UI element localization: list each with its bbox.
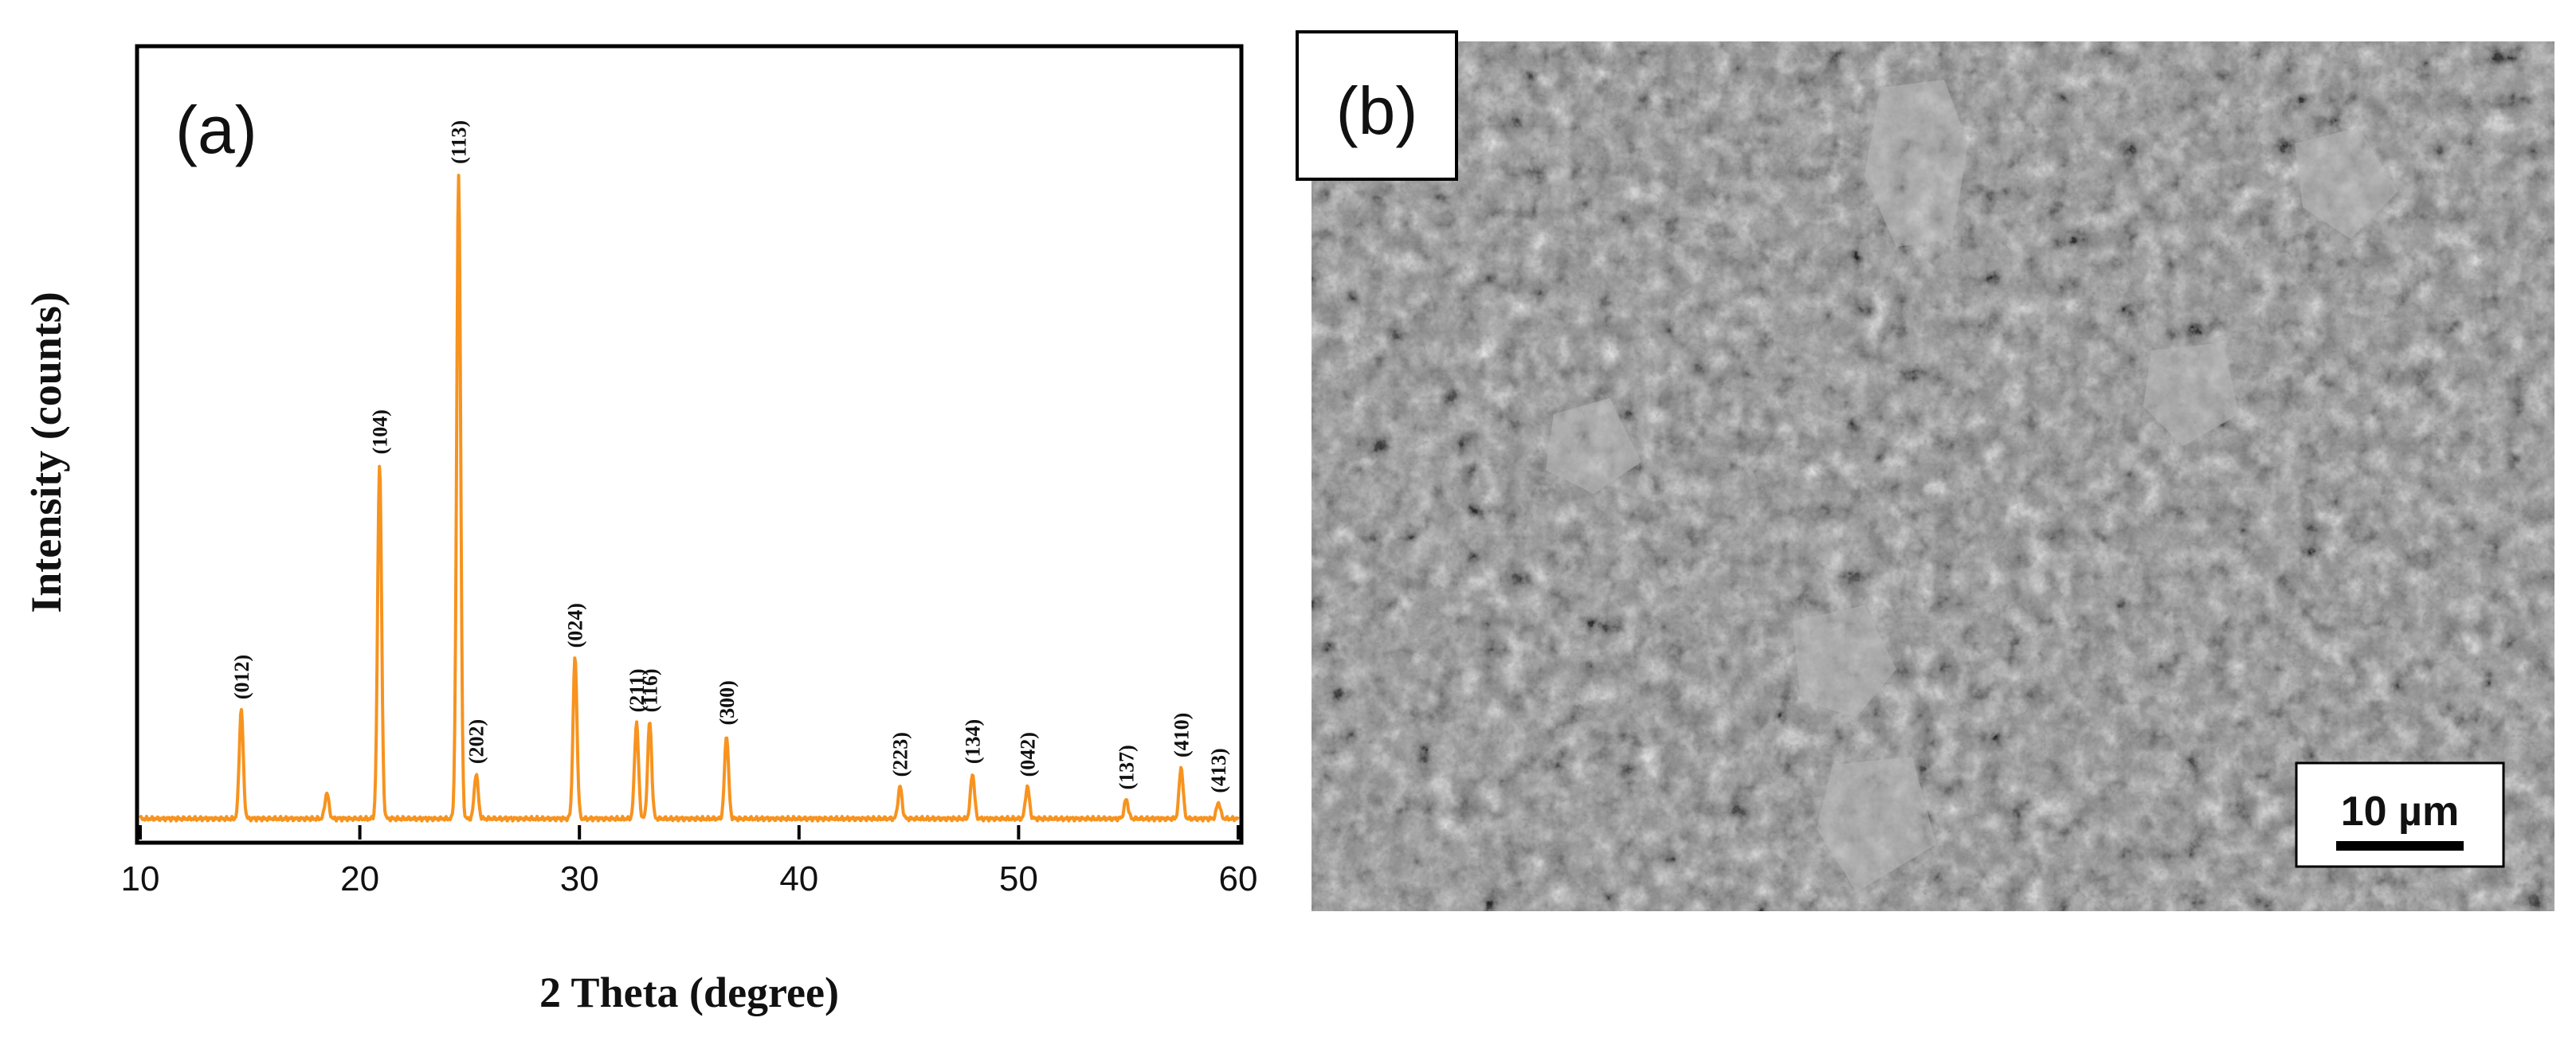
- x-axis-ticks: [139, 825, 1240, 840]
- peak-label: (410): [1170, 713, 1193, 757]
- x-axis-title: 2 Theta (degree): [539, 969, 839, 1016]
- peak-label: (137): [1115, 745, 1138, 789]
- peak-label: (012): [230, 655, 253, 699]
- sem-image-panel: (b) 10 µm: [1296, 30, 2554, 911]
- peak-label: (300): [716, 680, 739, 725]
- peak-label: (104): [368, 409, 391, 454]
- panel-a-tag: (a): [175, 92, 257, 167]
- x-tick-label: 10: [121, 859, 160, 898]
- peak-label: (024): [564, 603, 587, 648]
- sem-particles: [1546, 80, 2398, 892]
- x-tick-label: 40: [779, 859, 818, 898]
- x-tick-label: 60: [1219, 859, 1258, 898]
- peak-label: (202): [465, 719, 488, 764]
- x-tick-label: 20: [340, 859, 379, 898]
- x-tick-label: 50: [999, 859, 1038, 898]
- peak-label: (211): [625, 669, 649, 713]
- peak-label: (223): [889, 732, 912, 777]
- panel-b-tag: (b): [1336, 73, 1418, 148]
- peak-label: (113): [448, 120, 471, 164]
- peak-label: (134): [962, 719, 985, 764]
- y-axis-title: Intensity (counts): [22, 292, 70, 613]
- scale-bar: [2336, 841, 2464, 851]
- scale-bar-label: 10 µm: [2341, 789, 2459, 835]
- x-tick-label: 30: [560, 859, 599, 898]
- panel-b-tag-box: [1296, 30, 1458, 181]
- peak-label: (413): [1207, 748, 1230, 793]
- xrd-chart: 10 20 30 40 50 60 (012) (104) (113) (202) (024) (2…: [22, 44, 1258, 1016]
- peak-label: (116): [638, 669, 661, 713]
- xrd-pattern-line: [139, 174, 1240, 823]
- plot-frame: [135, 44, 1244, 845]
- x-axis-tick-labels: 10 20 30 40 50 60: [121, 859, 1258, 898]
- peak-label: (042): [1016, 732, 1039, 777]
- peak-labels: (012) (104) (113) (202) (024) (211)(116) (300)…: [230, 120, 1230, 793]
